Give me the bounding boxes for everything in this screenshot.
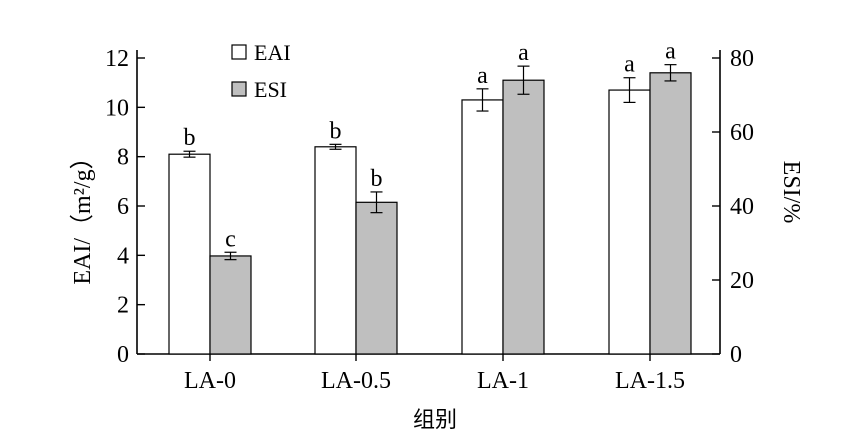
- y-tick-label: 0: [117, 342, 129, 368]
- x-tick-label: LA-0.5: [321, 368, 391, 394]
- significance-label: a: [518, 40, 529, 66]
- bar-eai: [608, 89, 651, 355]
- significance-label: a: [477, 63, 488, 89]
- legend-swatch-eai: [231, 44, 247, 60]
- y2-tick-label: 0: [730, 342, 742, 368]
- y2-tick-label: 20: [730, 268, 754, 294]
- y2-axis-label: ESI/%: [778, 161, 804, 224]
- legend-swatch-esi: [231, 81, 247, 97]
- bar-eai: [314, 146, 357, 355]
- bar-eai: [461, 99, 504, 355]
- y-tick-label: 8: [117, 145, 129, 171]
- y-tick-label: 12: [105, 46, 129, 72]
- significance-label: b: [371, 166, 383, 192]
- x-tick-label: LA-0: [184, 368, 236, 394]
- bar-esi: [355, 201, 398, 355]
- x-tick-label: LA-1.5: [615, 368, 685, 394]
- bar-esi: [649, 72, 692, 355]
- legend: EAI ESI: [231, 40, 291, 102]
- significance-label: c: [225, 226, 236, 252]
- labels: LA-0 b c LA-0.5 b b LA-1 a a LA-1.5 a a: [184, 39, 685, 394]
- significance-label: a: [624, 52, 635, 78]
- y-tick-label: 4: [117, 243, 129, 269]
- y-tick-label: 6: [117, 194, 129, 220]
- y-tick-label: 10: [105, 95, 129, 121]
- y2-tick-label: 80: [730, 46, 754, 72]
- x-tick-label: LA-1: [477, 368, 529, 394]
- bars: [168, 64, 692, 355]
- legend-label-eai: EAI: [254, 40, 291, 65]
- y-axis-label: EAI/（m²/g）: [70, 145, 96, 284]
- bar-esi: [209, 255, 252, 355]
- significance-label: b: [184, 125, 196, 151]
- significance-label: a: [665, 39, 676, 65]
- bar-esi: [502, 79, 545, 355]
- significance-label: b: [330, 118, 342, 144]
- y2-tick-label: 60: [730, 120, 754, 146]
- bar-eai: [168, 153, 211, 355]
- legend-label-esi: ESI: [254, 77, 287, 102]
- x-axis-label: 组别: [413, 408, 457, 433]
- y-tick-label: 2: [117, 293, 129, 319]
- y2-tick-label: 40: [730, 194, 754, 220]
